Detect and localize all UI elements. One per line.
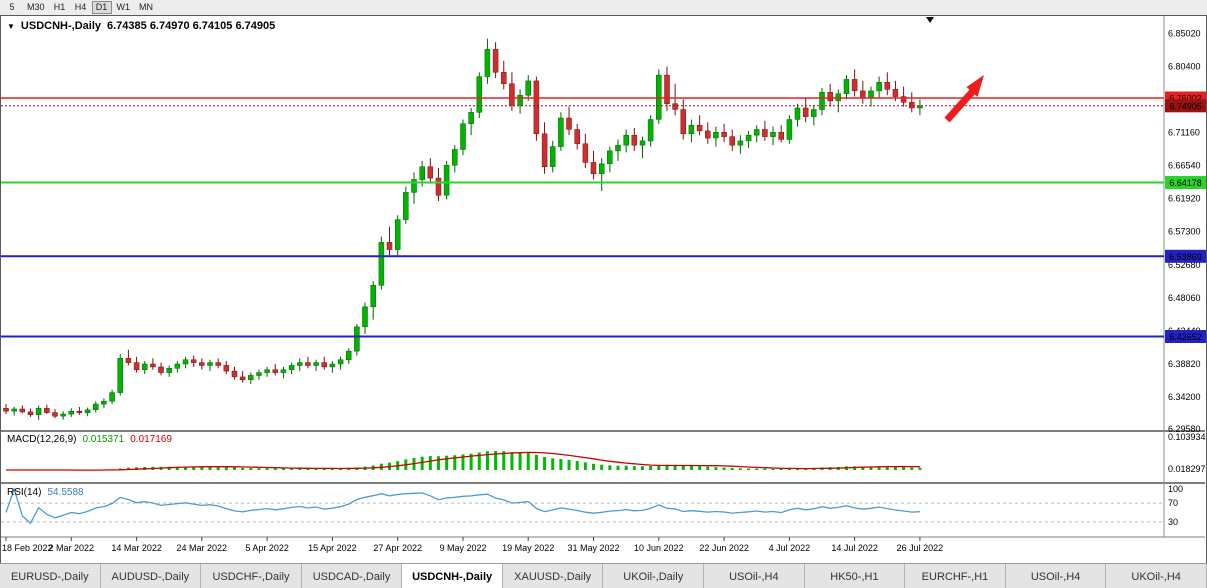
tab-audusd-daily[interactable]: AUDUSD-,Daily bbox=[101, 564, 202, 588]
timeframe-button-h4[interactable]: H4 bbox=[74, 2, 87, 12]
timeframe-toolbar: 5 M30 H1 H4 D1 W1 MN bbox=[0, 0, 1207, 16]
tab-xauusd-daily[interactable]: XAUUSD-,Daily bbox=[503, 564, 604, 588]
timeframe-button-m30[interactable]: M30 bbox=[27, 2, 45, 12]
tab-ukoil-h4[interactable]: UKOil-,H4 bbox=[1106, 564, 1207, 588]
tab-usoil-h4-2[interactable]: USOil-,H4 bbox=[1006, 564, 1107, 588]
tab-ukoil-daily[interactable]: UKOil-,Daily bbox=[603, 564, 705, 588]
timeframe-button-mn[interactable]: MN bbox=[139, 2, 154, 12]
tab-usdcad-daily[interactable]: USDCAD-,Daily bbox=[302, 564, 403, 588]
rsi-indicator-label: RSI(14) 54.5588 bbox=[7, 487, 84, 498]
tab-eurchf-h1[interactable]: EURCHF-,H1 bbox=[905, 564, 1006, 588]
tab-hk50-h1[interactable]: HK50-,H1 bbox=[805, 564, 906, 588]
rsi-name: RSI(14) bbox=[7, 487, 42, 498]
macd-value-main: 0.015371 bbox=[82, 434, 125, 445]
symbol-tab-bar: EURUSD-,Daily AUDUSD-,Daily USDCHF-,Dail… bbox=[0, 563, 1207, 588]
timeframe-button-m5[interactable]: 5 bbox=[9, 2, 15, 12]
tab-usdchf-daily[interactable]: USDCHF-,Daily bbox=[201, 564, 302, 588]
timeframe-button-d1[interactable]: D1 bbox=[91, 1, 112, 14]
chart-area[interactable] bbox=[0, 15, 1207, 564]
tab-eurusd-daily[interactable]: EURUSD-,Daily bbox=[0, 564, 101, 588]
macd-name: MACD(12,26,9) bbox=[7, 434, 77, 445]
timeframe-button-w1[interactable]: W1 bbox=[116, 2, 131, 12]
tab-usoil-h4[interactable]: USOil-,H4 bbox=[704, 564, 805, 588]
symbol-period-label: USDCNH-,Daily bbox=[20, 20, 101, 32]
tab-usdcnh-daily[interactable]: USDCNH-,Daily bbox=[402, 564, 503, 588]
ohlc-values: 6.74385 6.74970 6.74105 6.74905 bbox=[107, 20, 276, 32]
macd-value-signal: 0.017169 bbox=[130, 434, 172, 445]
timeframe-button-h1[interactable]: H1 bbox=[53, 2, 66, 12]
macd-indicator-label: MACD(12,26,9) 0.015371 0.017169 bbox=[7, 434, 172, 445]
chart-menu-arrow-icon[interactable]: ▼ bbox=[7, 21, 15, 31]
chart-title: ▼ USDCNH-,Daily 6.74385 6.74970 6.74105 … bbox=[7, 20, 275, 32]
rsi-value: 54.5588 bbox=[47, 487, 84, 498]
